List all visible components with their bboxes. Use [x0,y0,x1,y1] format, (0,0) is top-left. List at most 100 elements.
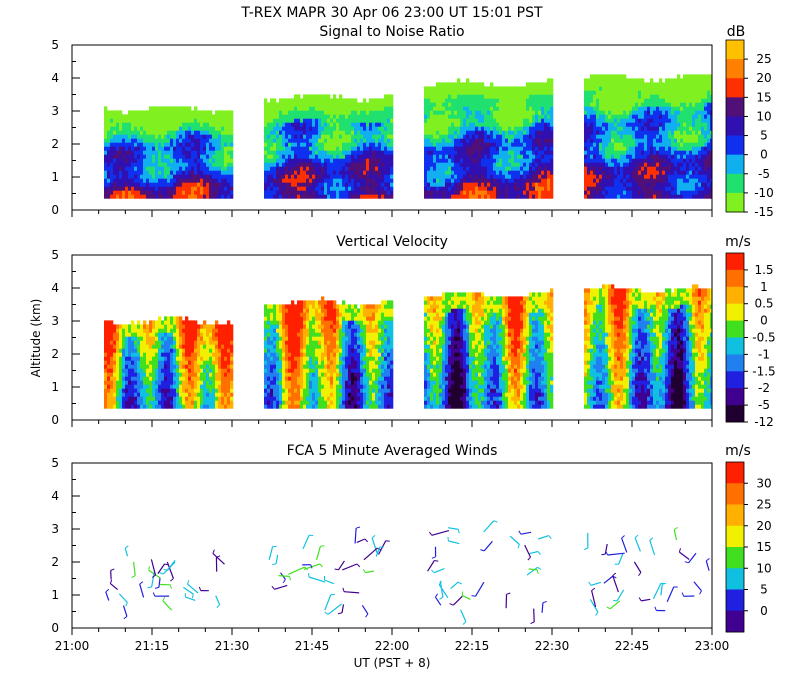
heatmap-cell [351,106,355,111]
heatmap-cell [442,154,446,159]
heatmap-cell [430,86,434,91]
heatmap-cell [614,90,618,95]
heatmap-cell [221,162,225,167]
heatmap-cell [463,126,467,131]
heatmap-cell [348,98,352,103]
heatmap-cell [541,138,545,143]
heatmap-cell [665,186,669,191]
heatmap-cell [520,94,524,99]
heatmap-cell [161,190,165,195]
heatmap-cell [203,150,207,155]
heatmap-cell [424,114,428,119]
heatmap-cell [315,106,319,111]
heatmap-cell [478,126,482,131]
heatmap-cell [131,332,135,337]
heatmap-cell [617,150,621,155]
heatmap-cell [303,158,307,163]
heatmap-cell [472,162,476,167]
heatmap-cell [185,146,189,151]
heatmap-cell [309,114,313,119]
heatmap-cell [665,182,669,187]
heatmap-cell [125,392,129,397]
heatmap-cell [535,150,539,155]
heatmap-cell [110,380,114,385]
heatmap-cell [116,352,120,357]
heatmap-cell [692,126,696,131]
heatmap-cell [704,114,708,119]
heatmap-cell [390,134,394,139]
heatmap-cell [689,166,693,171]
heatmap-cell [297,134,301,139]
heatmap-cell [671,126,675,131]
heatmap-cell [158,404,162,409]
heatmap-cell [131,150,135,155]
heatmap-cell [146,126,150,131]
heatmap-cell [602,102,606,107]
heatmap-cell [137,348,141,353]
heatmap-cell [125,178,129,183]
heatmap-cell [590,106,594,111]
heatmap-cell [149,110,153,115]
heatmap-cell [107,324,111,329]
heatmap-cell [179,150,183,155]
heatmap-cell [481,134,485,139]
heatmap-cell [463,186,467,191]
heatmap-cell [683,170,687,175]
heatmap-cell [430,150,434,155]
heatmap-cell [535,122,539,127]
heatmap-cell [626,82,630,87]
heatmap-cell [345,118,349,123]
heatmap-cell [110,344,114,349]
heatmap-cell [463,130,467,135]
heatmap-cell [602,170,606,175]
heatmap-cell [704,166,708,171]
heatmap-cell [532,150,536,155]
heatmap-cell [550,94,554,99]
heatmap-cell [650,86,654,91]
heatmap-cell [671,78,675,83]
heatmap-cell [215,130,219,135]
heatmap-cell [227,110,231,115]
heatmap-cell [167,186,171,191]
heatmap-cell [638,90,642,95]
heatmap-cell [381,174,385,179]
heatmap-cell [611,86,615,91]
heatmap-cell [294,110,298,115]
heatmap-cell [484,166,488,171]
heatmap-cell [131,348,135,353]
heatmap-cell [143,328,147,333]
heatmap-cell [279,146,283,151]
heatmap-cell [686,150,690,155]
heatmap-cell [424,110,428,115]
heatmap-cell [659,82,663,87]
heatmap-cell [182,194,186,199]
heatmap-cell [650,126,654,131]
heatmap-cell [686,194,690,199]
heatmap-cell [493,186,497,191]
heatmap-cell [535,82,539,87]
heatmap-cell [475,98,479,103]
heatmap-cell [686,78,690,83]
heatmap-cell [457,118,461,123]
heatmap-cell [587,110,591,115]
heatmap-cell [430,142,434,147]
heatmap-cell [689,94,693,99]
heatmap-cell [683,126,687,131]
heatmap-cell [484,190,488,195]
heatmap-cell [695,134,699,139]
heatmap-cell [128,114,132,119]
heatmap-cell [128,166,132,171]
heatmap-cell [508,186,512,191]
heatmap-cell [638,118,642,123]
heatmap-cell [161,122,165,127]
heatmap-cell [707,182,711,187]
heatmap-cell [620,166,624,171]
heatmap-cell [430,110,434,115]
heatmap-cell [550,166,554,171]
heatmap-cell [330,118,334,123]
heatmap-cell [674,150,678,155]
heatmap-cell [125,324,129,329]
heatmap-cell [282,138,286,143]
heatmap-cell [517,182,521,187]
heatmap-cell [529,110,533,115]
